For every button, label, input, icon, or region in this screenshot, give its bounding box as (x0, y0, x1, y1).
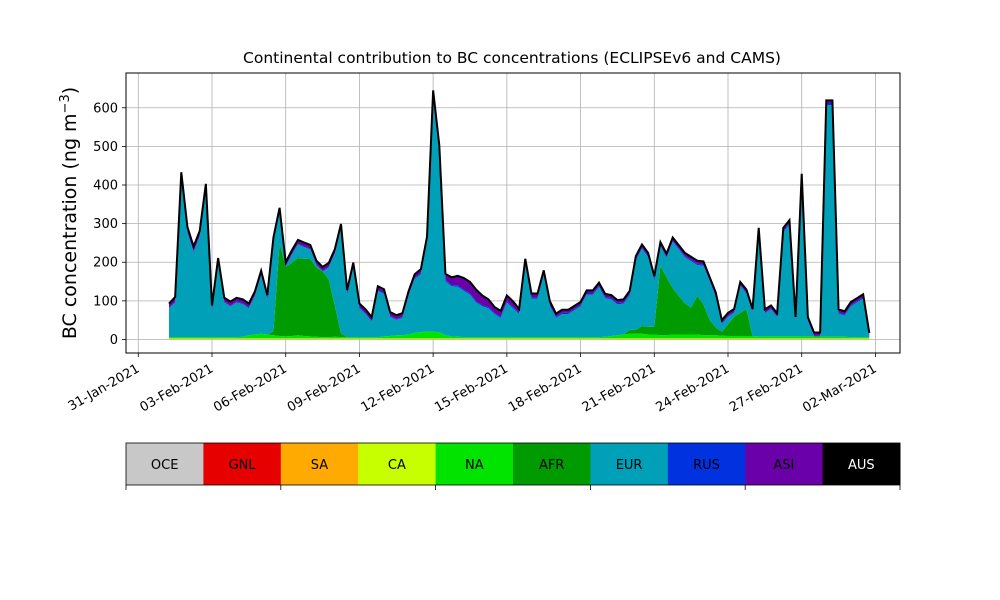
continent-colorbar: OCE GNL SA CA NA AFR EUR RUS ASI AUS (125, 442, 901, 490)
y-tick-label: 100 (93, 294, 118, 309)
area-eur (169, 100, 870, 338)
y-tick-label: 400 (93, 179, 118, 194)
area-ca (169, 338, 870, 340)
colorbar-label-asi: ASI (773, 458, 794, 473)
area-na (169, 331, 870, 339)
colorbar-swatch-aus (822, 443, 901, 485)
colorbar-swatch-na (435, 443, 514, 485)
colorbar-swatch-rus (667, 443, 746, 485)
colorbar-swatch-gnl (203, 443, 282, 485)
y-tick-label: 600 (93, 101, 118, 116)
colorbar-label-afr: AFR (539, 458, 564, 473)
colorbar-swatch-eur (590, 443, 669, 485)
colorbar-label-ca: CA (388, 458, 406, 473)
y-tick-label: 200 (93, 256, 118, 271)
colorbar-label-eur: EUR (616, 458, 643, 473)
colorbar-label-rus: RUS (693, 458, 720, 473)
area-afr (169, 243, 870, 338)
colorbar-frame (125, 442, 901, 486)
total-concentration-line (168, 90, 871, 334)
colorbar-swatch-ca (358, 443, 437, 485)
colorbar-swatch-sa (280, 443, 359, 485)
y-tick-label: 500 (93, 140, 118, 155)
colorbar-label-oce: OCE (151, 458, 179, 473)
y-tick-label: 0 (110, 333, 118, 348)
colorbar-label-sa: SA (311, 458, 328, 473)
colorbar-label-na: NA (465, 458, 484, 473)
colorbar-swatch-asi (745, 443, 824, 485)
colorbar-label-aus: AUS (848, 458, 875, 473)
chart-title: Continental contribution to BC concentra… (243, 49, 781, 67)
colorbar-label-gnl: GNL (229, 458, 257, 473)
y-axis-label: BC concentration (ng m−3) (58, 87, 81, 339)
stacked-series (169, 90, 870, 340)
colorbar-swatch-oce (126, 443, 204, 485)
plot-frame (125, 72, 901, 354)
y-tick-label: 300 (93, 217, 118, 232)
colorbar-swatch-afr (513, 443, 591, 485)
y-axis-ticks: 0 100 200 300 400 500 600 (93, 101, 126, 348)
